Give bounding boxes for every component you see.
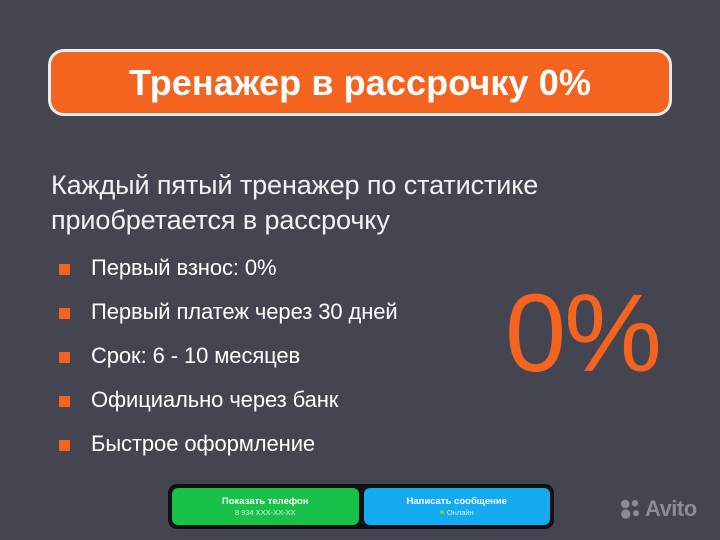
subtitle-text: Каждый пятый тренажер по статистике прио… — [51, 170, 539, 235]
avito-watermark: Avito — [620, 498, 697, 520]
online-status: Онлайн — [439, 507, 474, 518]
list-item: Первый платеж через 30 дней — [59, 290, 519, 334]
square-bullet-icon — [59, 351, 70, 363]
square-bullet-icon — [59, 263, 70, 275]
list-item: Срок: 6 - 10 месяцев — [59, 334, 519, 378]
square-bullet-icon — [59, 439, 70, 451]
list-item: Быстрое оформление — [59, 422, 519, 466]
list-item-label: Официально через банк — [91, 387, 339, 412]
list-item-label: Первый платеж через 30 дней — [91, 299, 398, 324]
list-item-label: Первый взнос: 0% — [91, 255, 277, 280]
list-item-label: Срок: 6 - 10 месяцев — [91, 343, 301, 368]
phone-number: 8 934 XXX-XX-XX — [234, 507, 296, 517]
list-item: Официально через банк — [59, 378, 519, 422]
write-message-label: Написать сообщение — [406, 495, 507, 507]
benefits-list: Первый взнос: 0% Первый платеж через 30 … — [59, 246, 519, 466]
square-bullet-icon — [59, 307, 70, 319]
list-item: Первый взнос: 0% — [59, 246, 519, 290]
write-message-button[interactable]: Написать сообщение Онлайн — [363, 488, 550, 525]
online-status-label: Онлайн — [446, 507, 474, 517]
page-title: Тренажер в рассрочку 0% — [128, 61, 591, 103]
list-item-label: Быстрое оформление — [91, 431, 316, 456]
action-bar: Показать телефон 8 934 XXX-XX-XX Написат… — [168, 484, 554, 529]
zero-percent-watermark: 0% — [505, 272, 662, 395]
show-phone-label: Показать телефон — [221, 495, 309, 507]
square-bullet-icon — [59, 395, 70, 407]
title-banner: Тренажер в рассрочку 0% — [48, 49, 672, 116]
avito-logo-icon — [620, 499, 639, 519]
online-dot-icon — [439, 510, 444, 515]
show-phone-button[interactable]: Показать телефон 8 934 XXX-XX-XX — [172, 488, 359, 525]
avito-wordmark: Avito — [645, 496, 697, 521]
